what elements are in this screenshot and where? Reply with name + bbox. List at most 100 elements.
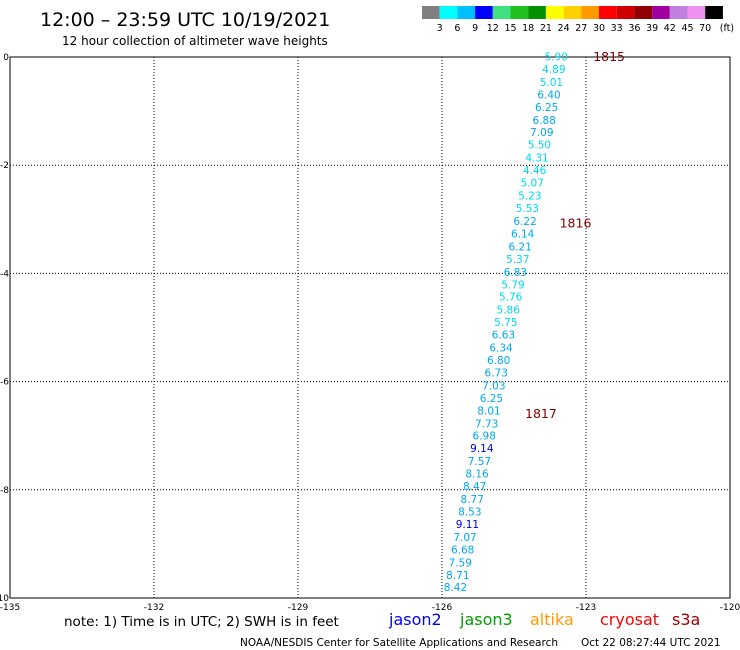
swh-value-label: 6.21 <box>509 241 532 253</box>
legend-swatch <box>634 6 653 19</box>
legend-label: 12 <box>487 23 499 34</box>
time-marker-label: 1816 <box>560 216 592 231</box>
chart-title: 12:00 – 23:59 UTC 10/19/2021 <box>40 9 330 31</box>
x-tick-label: -132 <box>144 603 164 613</box>
time-markers: 1815 1816 1817 <box>525 49 625 421</box>
swh-value-label: 6.25 <box>480 393 503 405</box>
footer-timestamp: Oct 22 08:27:44 UTC 2021 <box>581 637 721 649</box>
legend-swatch <box>669 6 688 19</box>
legend-label: 3 <box>437 23 443 34</box>
swh-value-label: 7.09 <box>530 127 553 139</box>
swh-value-label: 9.14 <box>470 443 494 455</box>
x-tick-label: -126 <box>432 603 453 613</box>
swh-value-label: 8.01 <box>477 405 500 417</box>
satellite-label-jason2: jason2 <box>388 610 442 629</box>
swh-value-label: 8.53 <box>458 506 481 518</box>
time-marker-label: 1817 <box>525 406 557 421</box>
swh-value-label: 8.16 <box>465 469 489 481</box>
legend-swatch <box>599 6 617 19</box>
legend-label: 70 <box>699 23 711 34</box>
legend-swatch <box>439 6 458 19</box>
legend-swatch <box>528 6 546 19</box>
legend-swatch <box>475 6 493 19</box>
swh-value-label: 6.25 <box>535 102 558 114</box>
satellite-legend: jason2 jason3 altika cryosat s3a <box>388 610 700 629</box>
footer-note: note: 1) Time is in UTC; 2) SWH is in fe… <box>64 614 339 630</box>
satellite-label-s3a: s3a <box>672 610 700 629</box>
legend-swatch <box>545 6 564 19</box>
legend-label: 39 <box>646 23 658 34</box>
swh-value-label: 8.42 <box>444 582 467 594</box>
legend-label: 36 <box>628 23 640 34</box>
x-tick-label: -123 <box>576 603 596 613</box>
plot-frame <box>9 56 731 599</box>
swh-value-label: 5.76 <box>499 292 523 304</box>
swh-value-label: 5.23 <box>518 191 541 203</box>
y-tick-label: -10 <box>0 594 9 604</box>
swh-value-label: 5.90 <box>545 52 568 64</box>
legend-label: 30 <box>593 23 605 34</box>
legend-swatch <box>687 6 706 19</box>
swh-value-label: 5.01 <box>540 77 563 89</box>
swh-value-label: 6.88 <box>533 115 556 127</box>
legend-label: 18 <box>522 23 534 34</box>
chart-subtitle: 12 hour collection of altimeter wave hei… <box>62 34 328 48</box>
satellite-label-cryosat: cryosat <box>600 610 659 629</box>
y-tick-label: 0 <box>3 53 9 63</box>
legend-swatch <box>581 6 599 19</box>
footer-credit: NOAA/NESDIS Center for Satellite Applica… <box>240 637 558 649</box>
swh-value-label: 5.75 <box>494 317 517 329</box>
y-tick-label: -4 <box>0 269 9 279</box>
y-tick-label: -8 <box>0 486 9 496</box>
x-tick-label: -120 <box>720 603 740 613</box>
swh-value-label: 8.71 <box>446 570 469 582</box>
legend-swatch <box>652 6 670 19</box>
swh-value-label: 6.83 <box>504 267 527 279</box>
grid-lines <box>10 56 730 598</box>
legend-swatch <box>616 6 635 19</box>
legend-swatch <box>422 6 440 19</box>
swh-value-label: 6.14 <box>511 228 535 240</box>
swh-value-label: 7.73 <box>475 418 498 430</box>
y-tick-label: -6 <box>0 378 9 388</box>
time-marker-label: 1815 <box>593 49 625 64</box>
swh-value-label: 5.79 <box>501 279 524 291</box>
legend-label: 45 <box>681 23 693 34</box>
swh-value-label: 7.59 <box>449 557 472 569</box>
axis-tick-labels: -135 -132 -129 -126 -123 -120 0 -2 -4 -6 -8 -10 <box>0 53 740 613</box>
swh-value-label: 9.11 <box>456 519 479 531</box>
legend-label: 15 <box>504 23 516 34</box>
legend-swatch <box>705 6 723 19</box>
legend-swatch <box>457 6 476 19</box>
legend-swatch <box>492 6 511 19</box>
x-tick-label: -129 <box>288 603 309 613</box>
swh-value-label: 7.07 <box>453 532 476 544</box>
swh-value-label: 8.77 <box>461 494 484 506</box>
legend-label: 27 <box>575 23 587 34</box>
legend-label: 9 <box>472 23 478 34</box>
swh-value-label: 6.63 <box>492 330 515 342</box>
color-scale-legend: 3 6 9 12 15 18 21 24 27 30 33 36 39 42 45 70 (ft) <box>422 6 734 34</box>
swh-value-label: 6.68 <box>451 544 474 556</box>
legend-label: 21 <box>540 23 552 34</box>
swh-value-label: 6.73 <box>485 367 508 379</box>
swh-value-label: 7.57 <box>468 456 491 468</box>
legend-label: 6 <box>454 23 460 34</box>
legend-swatch <box>510 6 529 19</box>
y-tick-label: -2 <box>0 161 9 171</box>
swh-value-label: 6.34 <box>489 343 513 355</box>
satellite-label-altika: altika <box>530 610 574 629</box>
swh-value-label: 5.07 <box>521 178 544 190</box>
swh-value-label: 4.31 <box>525 153 548 165</box>
swh-value-label: 6.80 <box>487 355 510 367</box>
satellite-label-jason3: jason3 <box>459 610 513 629</box>
swh-value-label: 5.50 <box>528 140 551 152</box>
swh-value-label: 5.86 <box>497 305 521 317</box>
swh-value-label: 4.89 <box>542 64 565 76</box>
legend-label: 24 <box>558 23 570 34</box>
swh-points: 5.904.895.016.406.256.887.095.504.314.46… <box>444 52 568 595</box>
swh-value-label: 6.22 <box>513 216 536 228</box>
swh-value-label: 8.47 <box>463 481 486 493</box>
legend-unit: (ft) <box>720 23 734 34</box>
